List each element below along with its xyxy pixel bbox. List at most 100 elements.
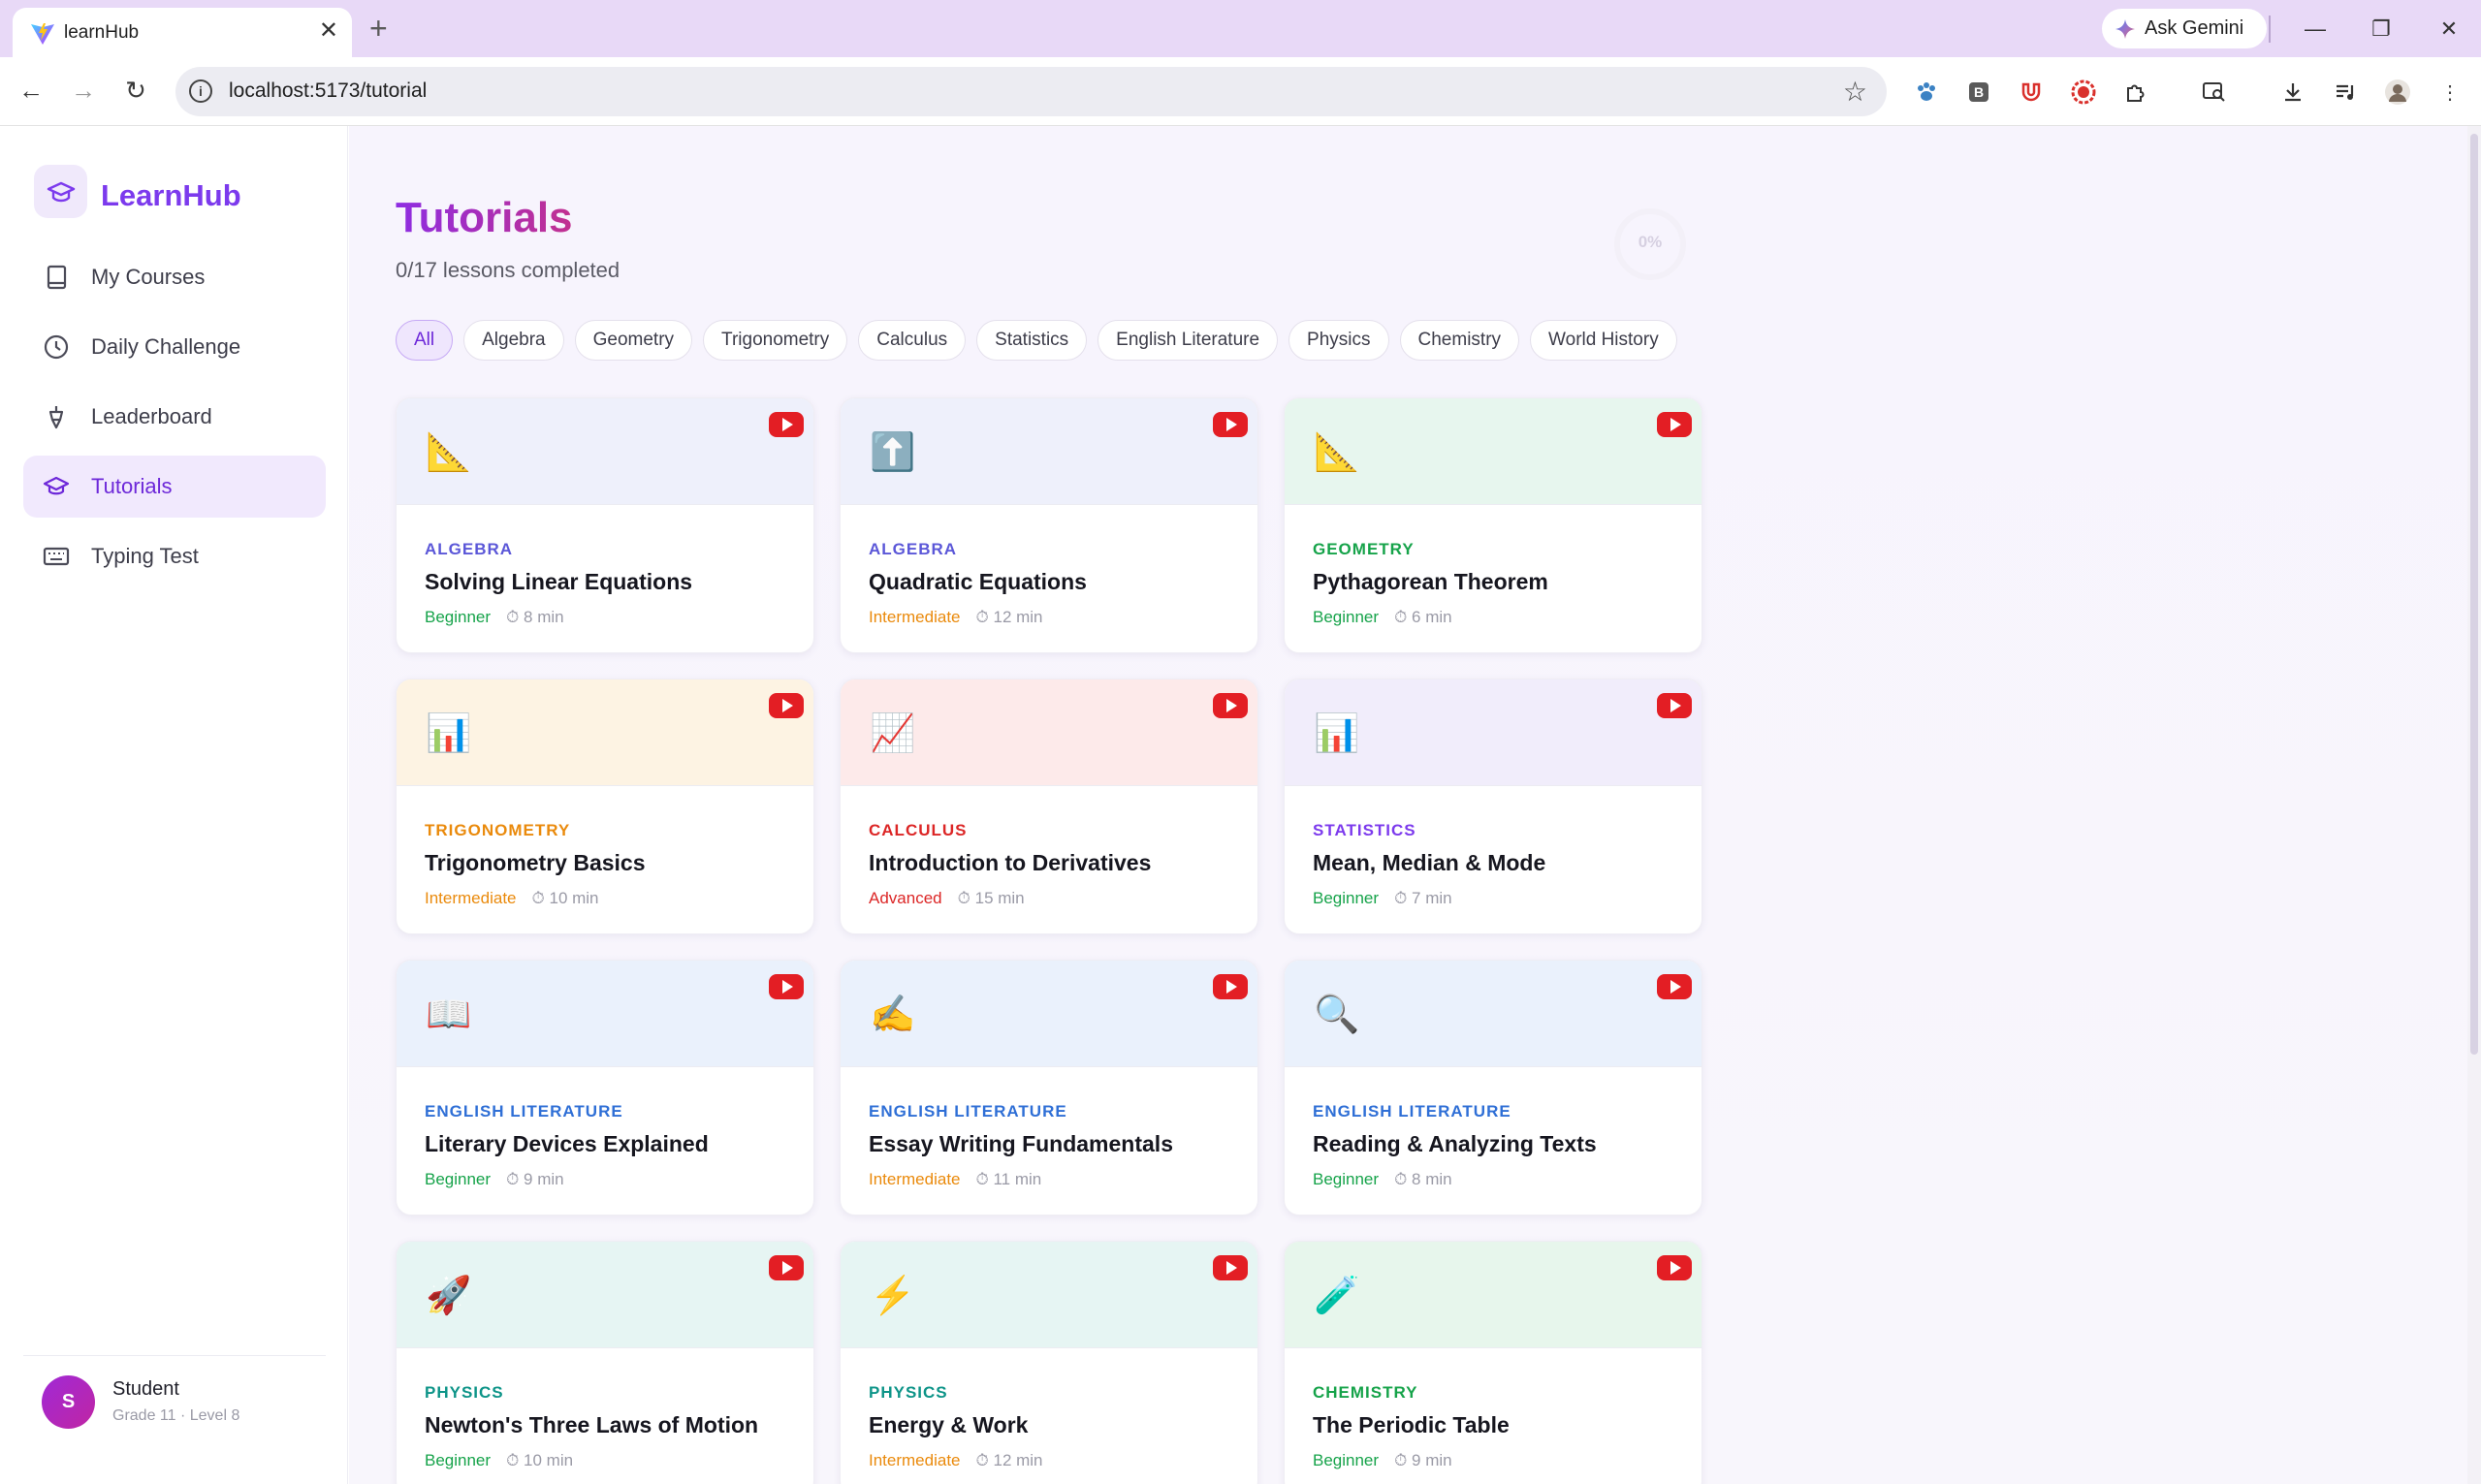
restore-icon[interactable]: ❐ <box>2371 16 2391 41</box>
card-category: ALGEBRA <box>869 540 958 558</box>
youtube-play-icon[interactable] <box>769 412 804 437</box>
tutorial-card[interactable]: ⚡ PHYSICS Energy & Work Intermediate ⏱ 12 mi… <box>840 1241 1258 1484</box>
tutorial-card[interactable]: 🔍 ENGLISH LITERATURE Reading & Analyzing T… <box>1284 960 1702 1216</box>
main-content: Tutorials 0/17 lessons completed 0% All A… <box>349 126 2481 1484</box>
filter-chip-physics[interactable]: Physics <box>1288 320 1389 361</box>
tutorial-card[interactable]: ✍️ ENGLISH LITERATURE Essay Writing Fundam… <box>840 960 1258 1216</box>
tutorial-card[interactable]: 📐 ALGEBRA Solving Linear Equations Beginner… <box>396 397 814 653</box>
open-book-icon: 📖 <box>426 995 472 1035</box>
logo-badge[interactable] <box>34 165 87 218</box>
address-url[interactable]: localhost:5173/tutorial <box>229 79 428 102</box>
sidebar-item-leaderboard[interactable]: Leaderboard <box>23 386 326 448</box>
avatar[interactable]: S <box>42 1375 95 1429</box>
card-category: ENGLISH LITERATURE <box>425 1102 623 1121</box>
profile-avatar-icon[interactable] <box>2384 79 2411 106</box>
ask-gemini-button[interactable]: Ask Gemini <box>2102 9 2267 48</box>
card-meta: Intermediate ⏱ 10 min <box>425 889 599 908</box>
card-title: The Periodic Table <box>1313 1412 1510 1437</box>
filter-chip-calculus[interactable]: Calculus <box>858 320 967 361</box>
card-header: 📈 <box>841 679 1257 786</box>
scrollbar-thumb[interactable] <box>2470 134 2478 1055</box>
youtube-play-icon[interactable] <box>769 1255 804 1280</box>
minimize-icon[interactable]: — <box>2305 16 2326 41</box>
tutorial-card[interactable]: 📈 CALCULUS Introduction to Derivatives Adva… <box>840 679 1258 934</box>
site-info-icon[interactable]: i <box>189 79 212 103</box>
tutorial-card[interactable]: 📊 STATISTICS Mean, Median & Mode Beginner ⏱ … <box>1284 679 1702 934</box>
forward-icon[interactable]: → <box>71 76 96 105</box>
up-arrow-icon: ⬆️ <box>870 432 916 473</box>
extensions-puzzle-icon[interactable] <box>2122 79 2149 106</box>
card-category: ENGLISH LITERATURE <box>1313 1102 1511 1121</box>
youtube-play-icon[interactable] <box>1657 974 1692 999</box>
card-category: STATISTICS <box>1313 821 1416 839</box>
card-header: 📐 <box>397 398 813 505</box>
filter-chip-trigonometry[interactable]: Trigonometry <box>703 320 848 361</box>
extension-badge-icon[interactable] <box>2070 79 2097 106</box>
youtube-play-icon[interactable] <box>1213 693 1248 718</box>
sidebar-item-tutorials[interactable]: Tutorials <box>23 456 326 518</box>
card-header: 🧪 <box>1285 1242 1702 1348</box>
book-icon <box>47 265 67 290</box>
youtube-play-icon[interactable] <box>769 693 804 718</box>
card-title: Newton's Three Laws of Motion <box>425 1412 759 1437</box>
filter-chip-statistics[interactable]: Statistics <box>976 320 1088 361</box>
card-title: Quadratic Equations <box>869 569 1087 594</box>
card-header: 🚀 <box>397 1242 813 1348</box>
tutorial-card[interactable]: 🚀 PHYSICS Newton's Three Laws of Motion Beg… <box>396 1241 814 1484</box>
card-meta: Intermediate ⏱ 12 min <box>869 1451 1043 1470</box>
youtube-play-icon[interactable] <box>1657 412 1692 437</box>
tutorial-card[interactable]: 📊 TRIGONOMETRY Trigonometry Basics Intermed… <box>396 679 814 934</box>
window-close-icon[interactable]: ✕ <box>2439 16 2459 41</box>
card-title: Mean, Median & Mode <box>1313 850 1546 875</box>
extension-b-icon[interactable]: B <box>1965 79 1992 106</box>
tabstrip-divider <box>2269 16 2271 43</box>
card-meta: Intermediate ⏱ 11 min <box>869 1170 1041 1189</box>
filter-chip-world-history[interactable]: World History <box>1530 320 1677 361</box>
download-icon[interactable] <box>2279 79 2306 106</box>
filter-chip-english-literature[interactable]: English Literature <box>1097 320 1279 361</box>
progress-percent: 0% <box>1638 233 1663 251</box>
sidebar-item-typing-test[interactable]: Typing Test <box>23 525 326 587</box>
logo-text[interactable]: LearnHub <box>101 178 241 212</box>
chrome-menu-icon[interactable]: ⋮ <box>2440 81 2460 104</box>
filter-chip-algebra[interactable]: Algebra <box>463 320 564 361</box>
media-control-icon[interactable] <box>2332 79 2359 106</box>
difficulty-level: Beginner <box>425 1451 492 1469</box>
back-icon[interactable]: ← <box>18 76 44 105</box>
tutorial-card[interactable]: 🧪 CHEMISTRY The Periodic Table Beginner ⏱ 9 … <box>1284 1241 1702 1484</box>
card-duration: ⏱ 8 min <box>1394 1170 1452 1188</box>
card-header: 📖 <box>397 961 813 1067</box>
tab-title: learnHub <box>64 22 140 43</box>
tutorial-card[interactable]: 📖 ENGLISH LITERATURE Literary Devices Expl… <box>396 960 814 1216</box>
extension-magnet-icon[interactable] <box>2018 79 2045 106</box>
tutorial-card[interactable]: 📐 GEOMETRY Pythagorean Theorem Beginner ⏱ 6 … <box>1284 397 1702 653</box>
youtube-play-icon[interactable] <box>1657 693 1692 718</box>
bookmark-star-icon[interactable]: ☆ <box>1842 77 1867 107</box>
filter-chip-geometry[interactable]: Geometry <box>574 320 693 361</box>
difficulty-level: Intermediate <box>869 608 961 626</box>
filter-chip-all[interactable]: All <box>396 320 454 361</box>
rocket-icon: 🚀 <box>426 1276 472 1316</box>
writing-hand-icon: ✍️ <box>870 995 916 1035</box>
youtube-play-icon[interactable] <box>1213 412 1248 437</box>
tutorial-card[interactable]: ⬆️ ALGEBRA Quadratic Equations Intermediate… <box>840 397 1258 653</box>
difficulty-level: Beginner <box>425 608 492 626</box>
youtube-play-icon[interactable] <box>1213 974 1248 999</box>
filter-chip-chemistry[interactable]: Chemistry <box>1399 320 1520 361</box>
reload-icon[interactable]: ↻ <box>125 76 146 105</box>
lightning-icon: ⚡ <box>870 1276 916 1316</box>
sidebar-item-label: Leaderboard <box>91 404 212 428</box>
browser-tab[interactable]: learnHub ✕ <box>13 8 352 57</box>
sidebar-item-my-courses[interactable]: My Courses <box>23 246 326 308</box>
scrollbar[interactable] <box>2467 126 2481 1484</box>
youtube-play-icon[interactable] <box>769 974 804 999</box>
sidebar-item-daily-challenge[interactable]: Daily Challenge <box>23 316 326 378</box>
tab-close-icon[interactable]: ✕ <box>318 17 338 44</box>
address-bar[interactable]: i localhost:5173/tutorial ☆ <box>175 67 1887 116</box>
youtube-play-icon[interactable] <box>1657 1255 1692 1280</box>
new-tab-button[interactable]: + <box>369 11 388 46</box>
extension-paw-icon[interactable] <box>1913 79 1940 106</box>
youtube-play-icon[interactable] <box>1213 1255 1248 1280</box>
tab-search-icon[interactable] <box>2201 79 2228 106</box>
card-category: ENGLISH LITERATURE <box>869 1102 1067 1121</box>
